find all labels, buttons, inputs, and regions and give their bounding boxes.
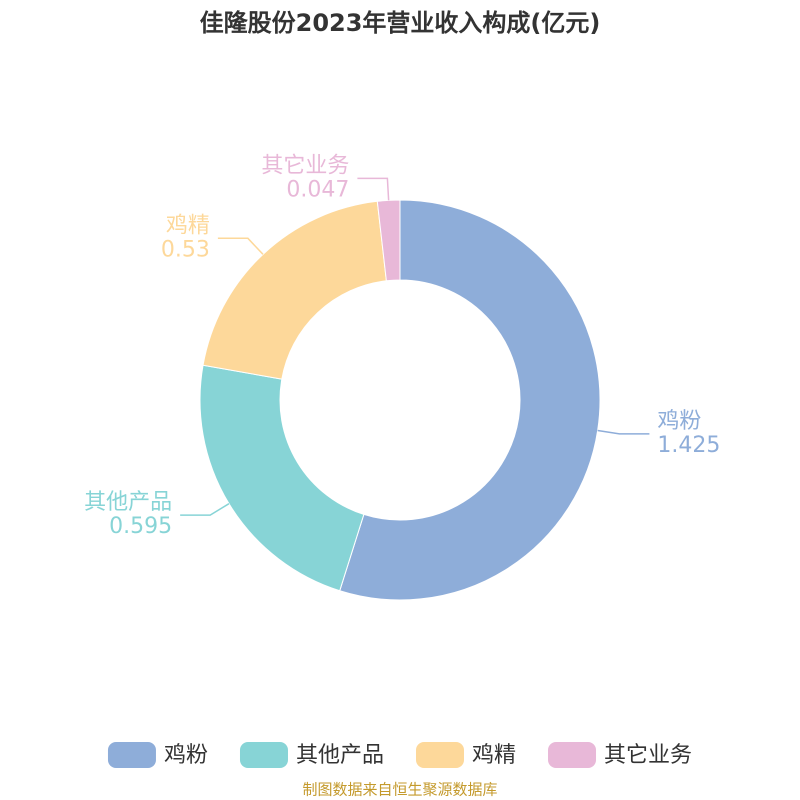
slice-label: 鸡精 [166,213,210,238]
leader-line [597,429,650,435]
slice [199,364,365,592]
value-label: 0.595 [109,514,172,539]
leader-line [180,503,230,516]
value-label: 1.425 [657,433,720,458]
legend-label: 其它业务 [604,743,692,768]
slice [202,200,387,380]
legend-swatch [548,742,597,768]
legend-swatch [239,742,288,768]
value-label: 0.53 [161,237,210,262]
slice-label: 其他产品 [84,490,172,515]
legend-label: 鸡精 [472,743,516,768]
legend-label: 鸡粉 [164,743,208,768]
slice-label: 其它业务 [261,153,349,178]
legend-swatch [107,742,156,768]
legend-label: 其他产品 [296,743,384,768]
leader-line [217,237,264,255]
source-note: 制图数据来自恒生聚源数据库 [302,781,497,799]
slice [339,199,601,601]
leader-line [357,177,390,201]
slice [376,199,401,282]
slice-label: 鸡粉 [657,409,701,434]
chart-title: 佳隆股份2023年营业收入构成(亿元) [200,9,601,37]
value-label: 0.047 [286,177,349,202]
legend-swatch [416,742,464,768]
